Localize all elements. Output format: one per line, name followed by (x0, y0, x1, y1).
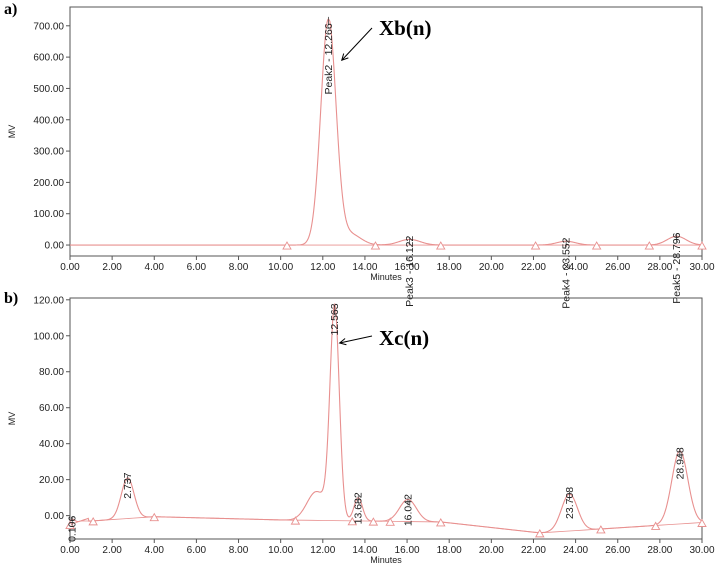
y-tick-label: 700.00 (33, 21, 64, 32)
x-tick-label: 8.00 (229, 545, 249, 556)
x-tick-label: 16.00 (395, 545, 420, 556)
integration-marker (644, 241, 655, 250)
integration-marker (290, 516, 301, 525)
integration-marker (347, 516, 358, 526)
chart-panel-b: 0.00 2.00 4.00 6.00 8.00 10.00 12.00 14.00 16.00… (4, 290, 715, 565)
peak-label: Peak5 - 28.796 (671, 232, 683, 303)
chart-panel-a: 0.00 2.00 4.00 6.00 8.00 10.00 12.00 14.00 16.00… (4, 1, 715, 309)
y-axis-label: MV (7, 125, 17, 139)
x-axis-label: Minutes (370, 555, 402, 565)
x-tick-label: 10.00 (268, 545, 293, 556)
x-tick-label: 18.00 (437, 545, 462, 556)
integration-marker (697, 518, 707, 527)
x-tick-label: 22.00 (521, 262, 546, 273)
integration-marker (370, 241, 381, 250)
peak-label: Peak3 - 16.122 (404, 235, 416, 306)
x-tick-label: 20.00 (479, 262, 504, 273)
peak-label: Peak4 - 23.552 (561, 237, 573, 308)
y-tick-label: 0.00 (45, 511, 65, 522)
x-tick-label: 26.00 (605, 262, 630, 273)
x-tick-label: 2.00 (102, 262, 122, 273)
y-tick-label: 600.00 (33, 53, 64, 64)
peak-label: 12.563 (329, 303, 341, 335)
x-tick-label: 30.00 (689, 545, 714, 556)
x-tick-label: 28.00 (647, 545, 672, 556)
x-tick-label: 4.00 (145, 545, 165, 556)
integration-marker (535, 528, 545, 538)
x-tick-label: 24.00 (563, 262, 588, 273)
x-tick-label: 18.00 (437, 262, 462, 273)
integration-marker (596, 525, 606, 534)
x-tick-label: 16.00 (395, 262, 420, 273)
y-tick-label: 100.00 (33, 331, 64, 342)
x-tick-label: 8.00 (229, 262, 249, 273)
integration-marker (435, 518, 446, 527)
peak-label: 2.737 (122, 472, 134, 498)
x-tick-label: 20.00 (479, 545, 504, 556)
callout-arrow-shaft (339, 335, 373, 344)
x-tick-label: 6.00 (187, 545, 207, 556)
integration-marker (282, 241, 292, 250)
panel-label: b) (4, 290, 18, 307)
x-tick-label: 2.00 (102, 545, 122, 556)
integration-marker (697, 241, 707, 250)
x-tick-label: 12.00 (310, 262, 335, 273)
x-tick-label: 12.00 (310, 545, 335, 556)
peak-label: 16.042 (402, 494, 414, 526)
plot-frame (69, 297, 703, 540)
x-tick-label: 24.00 (563, 545, 588, 556)
y-tick-label: 20.00 (39, 475, 64, 486)
x-tick-label: 0.00 (60, 262, 80, 273)
x-tick-label: 14.00 (352, 545, 377, 556)
signal-trace (70, 17, 703, 246)
x-axis-label: Minutes (370, 272, 402, 282)
y-tick-label: 400.00 (33, 115, 64, 126)
x-tick-label: 22.00 (521, 545, 546, 556)
peak-label: 0.106 (67, 515, 79, 541)
integration-marker (591, 241, 602, 250)
y-tick-label: 40.00 (39, 439, 64, 450)
panel-label: a) (4, 1, 17, 18)
x-tick-label: 30.00 (689, 262, 714, 273)
x-tick-label: 10.00 (268, 262, 293, 273)
x-tick-label: 0.00 (60, 545, 80, 556)
callout-arrow-head (341, 53, 349, 62)
y-axis-label: MV (7, 412, 17, 426)
x-tick-label: 14.00 (352, 262, 377, 273)
y-tick-label: 120.00 (33, 295, 64, 306)
peak-label: 28.948 (674, 447, 686, 479)
callout-label: Xc(n) (379, 326, 429, 350)
y-tick-label: 500.00 (33, 84, 64, 95)
integration-marker (368, 517, 379, 526)
integration-marker (435, 241, 446, 250)
y-tick-label: 60.00 (39, 403, 64, 414)
x-tick-label: 26.00 (605, 545, 630, 556)
peak-label: Peak2 - 12.266 (323, 23, 335, 94)
x-tick-label: 6.00 (187, 262, 207, 273)
integration-marker (385, 517, 395, 526)
integration-marker (149, 512, 160, 522)
y-tick-label: 200.00 (33, 178, 64, 189)
integration-baseline (69, 516, 703, 534)
x-tick-label: 4.00 (145, 262, 165, 273)
integration-marker (530, 241, 541, 250)
callout-label: Xb(n) (379, 16, 432, 40)
integration-marker (650, 521, 661, 530)
peak-label: 13.682 (353, 492, 365, 524)
y-tick-label: 80.00 (39, 367, 64, 378)
callout-arrow-shaft (341, 27, 373, 61)
integration-marker (88, 516, 98, 526)
y-tick-label: 300.00 (33, 147, 64, 158)
y-tick-label: 0.00 (45, 241, 65, 252)
y-tick-label: 100.00 (33, 209, 64, 220)
callout-arrow-head (338, 338, 347, 346)
plot-frame (69, 6, 703, 257)
peak-label: 23.708 (564, 487, 576, 519)
x-tick-label: 28.00 (647, 262, 672, 273)
